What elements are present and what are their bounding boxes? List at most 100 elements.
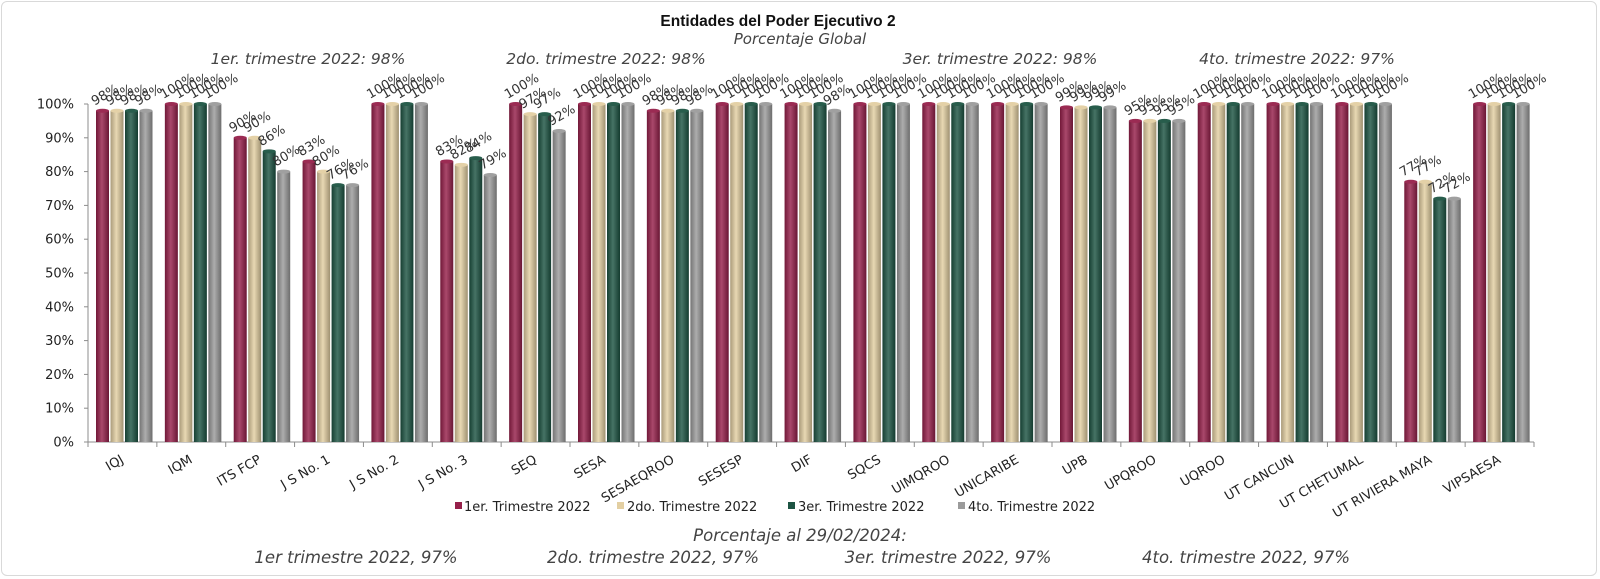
bar-cap xyxy=(1281,102,1295,106)
bar-cap xyxy=(1005,102,1019,106)
y-tick-label: 90% xyxy=(45,131,74,146)
bar-sqcs-q4 xyxy=(896,104,910,442)
bar-j-s-no-3-q3 xyxy=(469,158,483,442)
bar-cap xyxy=(1241,102,1255,106)
category-label: J S No. 2 xyxy=(346,452,401,493)
bar-cap xyxy=(1447,196,1461,201)
bar-cap xyxy=(1226,102,1240,106)
bar-j-s-no-1-q1 xyxy=(302,161,316,442)
bar-ut-chetumal-q3 xyxy=(1364,104,1378,442)
bar-ut-riviera-maya-q4 xyxy=(1447,198,1461,442)
bar-cap xyxy=(744,102,758,106)
bar-cap xyxy=(1502,102,1516,106)
bar-uimqroo-q4 xyxy=(965,104,979,442)
bar-cap xyxy=(1364,102,1378,106)
category-label: SEQ xyxy=(509,452,540,478)
category-label: ITS FCP xyxy=(215,452,265,489)
bar-j-s-no-2-q2 xyxy=(385,104,399,442)
bar-cap xyxy=(828,108,842,113)
bar-cap xyxy=(853,102,867,106)
category-label: SESAEQROO xyxy=(599,452,677,506)
bar-cap xyxy=(552,129,566,134)
data-label: 79% xyxy=(477,146,510,173)
data-label: 92% xyxy=(546,102,579,129)
bar-sesa-q2 xyxy=(592,104,606,442)
bar-cap xyxy=(277,169,291,174)
bar-j-s-no-2-q4 xyxy=(414,104,428,442)
bar-cap xyxy=(690,108,704,113)
bar-j-s-no-1-q3 xyxy=(331,185,345,442)
category-label: SESESP xyxy=(696,452,746,490)
bar-cap xyxy=(371,102,385,106)
bar-cap xyxy=(346,183,360,188)
bar-sesesp-q2 xyxy=(730,104,744,442)
category-label: DIF xyxy=(789,452,815,476)
legend-label-1: 1er. Trimestre 2022 xyxy=(464,500,590,515)
bar-dif-q2 xyxy=(799,104,813,442)
bar-cap xyxy=(208,102,222,106)
bar-cap xyxy=(1074,105,1088,110)
bar-vipsaesa-q4 xyxy=(1516,104,1530,442)
bar-cap xyxy=(784,102,798,106)
bar-cap xyxy=(715,102,729,106)
bar-upb-q1 xyxy=(1060,107,1073,442)
bar-vipsaesa-q2 xyxy=(1487,104,1501,442)
bar-dif-q1 xyxy=(784,104,798,442)
bar-cap xyxy=(125,108,138,113)
bar-ut-chetumal-q2 xyxy=(1349,104,1363,442)
bar-upb-q3 xyxy=(1089,107,1102,442)
bar-sesesp-q1 xyxy=(715,104,729,442)
category-label: SESA xyxy=(572,452,609,482)
bar-uqroo-q3 xyxy=(1226,104,1240,442)
category-label: UNICARIBE xyxy=(953,452,1022,501)
bar-sesa-q4 xyxy=(621,104,635,442)
bar-sesaeqroo-q1 xyxy=(646,110,660,442)
bar-ut-chetumal-q1 xyxy=(1335,104,1349,442)
bar-cap xyxy=(578,102,591,106)
bar-cap xyxy=(936,102,950,106)
bar-sqcs-q3 xyxy=(882,104,896,442)
bar-cap xyxy=(607,102,620,106)
bar-cap xyxy=(1034,102,1048,106)
bar-seq-q3 xyxy=(538,114,552,442)
bar-cap xyxy=(1433,196,1447,201)
bar-iqm-q4 xyxy=(208,104,222,442)
bar-cap xyxy=(1418,179,1432,184)
bar-unicaribe-q4 xyxy=(1034,104,1048,442)
bar-cap xyxy=(730,102,744,106)
legend-swatch-2 xyxy=(617,502,624,509)
y-tick-label: 50% xyxy=(45,267,74,282)
y-tick-label: 80% xyxy=(45,165,74,180)
bar-ut-cancun-q3 xyxy=(1295,104,1309,442)
bar-unicaribe-q2 xyxy=(1005,104,1019,442)
bar-upqroo-q3 xyxy=(1157,120,1171,443)
bar-cap xyxy=(233,135,247,140)
bar-ut-cancun-q2 xyxy=(1281,104,1295,442)
bar-cap xyxy=(1060,105,1073,110)
bar-sqcs-q2 xyxy=(867,104,881,442)
bar-cap xyxy=(139,108,153,113)
bar-j-s-no-3-q4 xyxy=(483,174,497,443)
bar-cap xyxy=(262,149,276,154)
bar-vipsaesa-q3 xyxy=(1502,104,1516,442)
bar-seq-q1 xyxy=(509,104,523,442)
category-label: IQJ xyxy=(103,452,126,474)
bar-cap xyxy=(469,156,483,161)
bar-dif-q4 xyxy=(828,110,842,442)
bar-its-fcp-q4 xyxy=(277,171,291,442)
bar-cap xyxy=(179,102,193,106)
bar-iqj-q1 xyxy=(96,110,109,442)
bar-seq-q2 xyxy=(523,114,537,442)
bar-sesaeqroo-q2 xyxy=(661,110,675,442)
bar-j-s-no-2-q3 xyxy=(400,104,414,442)
category-label: UPQROO xyxy=(1102,452,1159,494)
bar-cap xyxy=(991,102,1005,106)
bar-cap xyxy=(193,102,207,106)
bar-sesa-q3 xyxy=(607,104,620,442)
bar-cap xyxy=(1103,105,1117,110)
bar-cap xyxy=(454,162,468,167)
bar-uimqroo-q1 xyxy=(922,104,936,442)
bar-j-s-no-3-q2 xyxy=(454,164,468,442)
bar-uimqroo-q3 xyxy=(951,104,965,442)
chart-title: Entidades del Poder Ejecutivo 2 xyxy=(660,13,895,30)
